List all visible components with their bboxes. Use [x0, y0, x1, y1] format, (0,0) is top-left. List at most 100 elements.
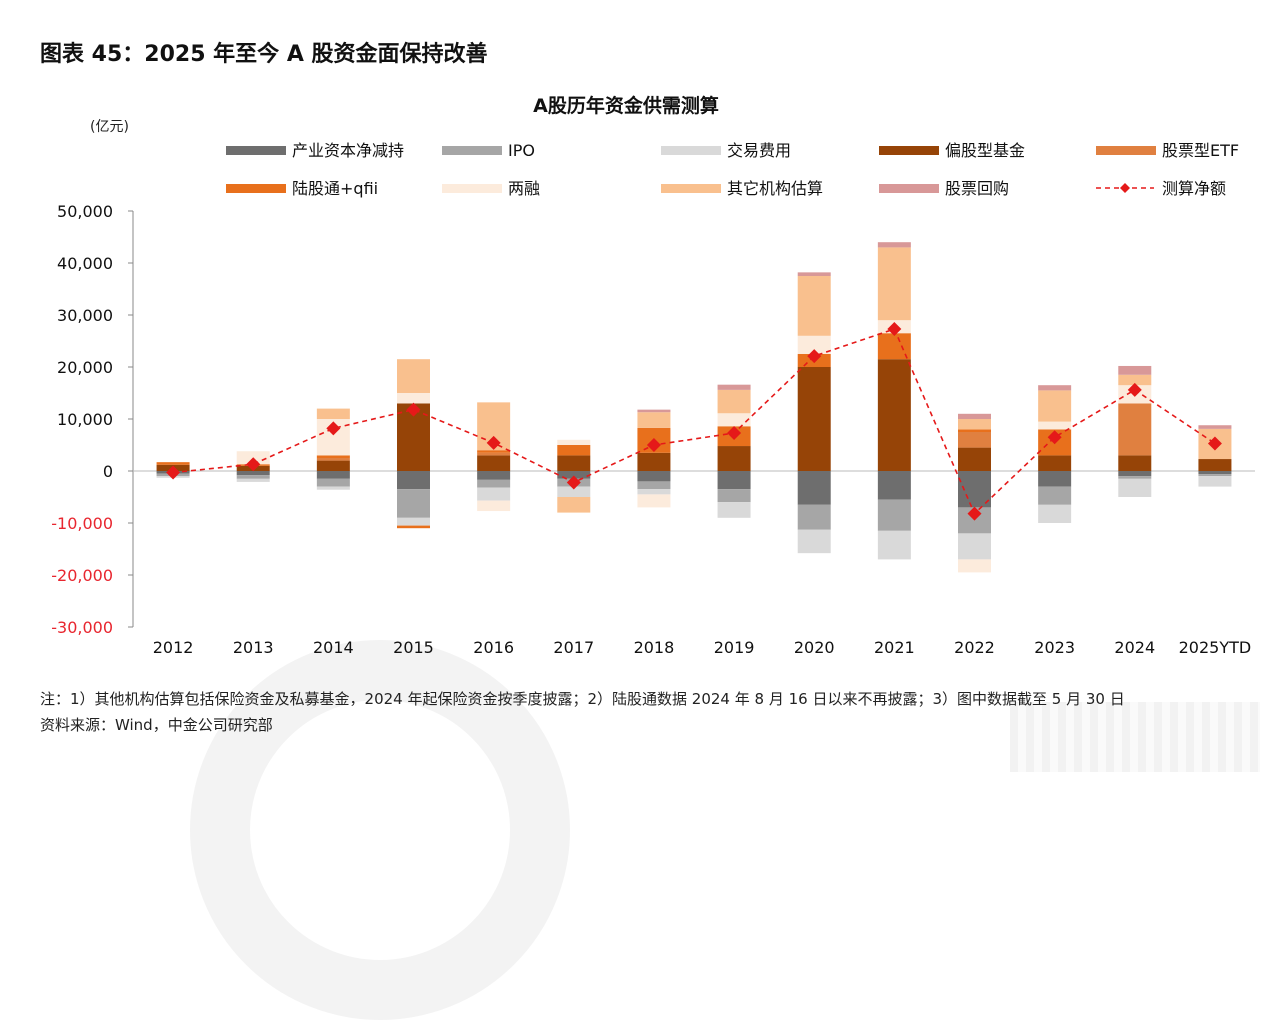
legend-swatch: [661, 146, 721, 155]
source-line: 资料来源：Wind，中金公司研究部: [40, 716, 273, 734]
bar-segment: [877, 499, 911, 531]
net-point: [1047, 430, 1062, 445]
bar-segment: [637, 494, 671, 508]
legend-swatch: [442, 184, 502, 193]
bar-segment: [1198, 459, 1232, 471]
legend-swatch: [879, 146, 939, 155]
bar-segment: [477, 487, 511, 501]
bar-segment: [637, 452, 671, 471]
legend-swatch: [442, 146, 502, 155]
bar-segment: [557, 455, 591, 471]
bar-segment: [477, 450, 511, 453]
y-tick-label: 20,000: [57, 358, 113, 377]
legend-swatch: [1096, 146, 1156, 155]
unit-label: (亿元): [90, 119, 129, 135]
bar-segment: [717, 471, 751, 490]
bar-segment: [557, 471, 591, 479]
bar-segment: [236, 478, 270, 482]
bar-segment: [316, 458, 350, 461]
x-tick-label: 2014: [313, 638, 354, 657]
bar-segment: [717, 502, 751, 518]
bar-segment: [797, 471, 831, 505]
bar-segment: [397, 517, 430, 526]
bar-segment: [1118, 476, 1152, 479]
bar-segment: [637, 409, 671, 413]
net-point: [246, 457, 261, 472]
bar-segment: [1118, 471, 1152, 477]
bar-segment: [1198, 471, 1232, 475]
bar-segment: [958, 429, 991, 432]
x-tick-label: 2013: [233, 638, 274, 657]
legend-label: 股票型ETF: [1162, 141, 1239, 160]
net-point: [566, 475, 581, 490]
bar-segment: [156, 462, 190, 465]
x-tick-label: 2024: [1114, 638, 1155, 657]
bar-segment: [877, 530, 911, 560]
bar-segment: [316, 471, 350, 479]
legend-swatch: [661, 184, 721, 193]
bar-segment: [958, 447, 991, 471]
x-tick-label: 2022: [954, 638, 995, 657]
legend-label: 产业资本净减持: [292, 141, 404, 160]
y-tick-label: -20,000: [51, 566, 113, 585]
legend-swatch: [879, 184, 939, 193]
legend-swatch: [226, 184, 286, 193]
y-tick-label: 40,000: [57, 254, 113, 273]
bar-segment: [637, 481, 671, 490]
bar-segment: [797, 276, 831, 336]
legend-label: IPO: [508, 141, 535, 160]
bar-segment: [397, 471, 430, 490]
legend-label: 两融: [508, 179, 540, 198]
bar-segment: [797, 335, 831, 354]
net-point: [887, 322, 902, 337]
net-line: [172, 328, 1216, 516]
footnote: 注：1）其他机构估算包括保险资金及私募基金，2024 年起保险资金按季度披露；2…: [40, 690, 1125, 708]
bar-segment: [1198, 474, 1232, 477]
bar-segment: [316, 486, 350, 490]
legend-swatch: [1120, 183, 1130, 193]
bar-segment: [557, 497, 591, 513]
bar-segment: [1038, 486, 1072, 505]
bar-segment: [1038, 421, 1072, 430]
x-tick-label: 2019: [714, 638, 755, 657]
bar-segment: [316, 478, 350, 487]
bar-segment: [557, 486, 591, 497]
chart: A股历年资金供需测算 -30,000 -20,000 -10,000 0 10,000 20…: [51, 94, 1255, 657]
net-point: [727, 426, 742, 441]
bar-segment: [958, 533, 991, 560]
bar-segment: [1118, 374, 1152, 386]
bar-segment: [397, 489, 430, 518]
y-tick-label: 10,000: [57, 410, 113, 429]
net-point: [166, 465, 181, 480]
x-tick-label: 2020: [794, 638, 835, 657]
net-point: [646, 438, 661, 452]
legend-label: 测算净额: [1162, 179, 1226, 198]
bar-segment: [1118, 478, 1152, 497]
bar-segment: [397, 525, 430, 529]
x-tick-label: 2025YTD: [1179, 638, 1252, 657]
bar-segment: [316, 455, 350, 458]
bar-segment: [1118, 455, 1152, 471]
bar-segment: [316, 460, 350, 471]
net-point: [1207, 436, 1222, 451]
bar-segment: [557, 439, 591, 445]
bar-segment: [637, 412, 671, 428]
bar-segment: [1118, 403, 1152, 456]
x-tick-label: 2021: [874, 638, 915, 657]
bar-segment: [236, 475, 270, 479]
bar-segment: [557, 445, 591, 456]
x-tick-label: 2017: [553, 638, 594, 657]
bar-segment: [717, 389, 751, 414]
bar-segment: [958, 432, 991, 448]
bar-segment: [637, 489, 671, 495]
bar-segment: [717, 489, 751, 503]
y-tick-label: 0: [103, 462, 113, 481]
bar-segment: [958, 419, 991, 430]
watermark: [1010, 702, 1260, 772]
net-point: [486, 435, 501, 450]
bar-segment: [1038, 385, 1072, 391]
bar-segment: [877, 471, 911, 500]
bar-segment: [477, 452, 511, 456]
bar-segment: [877, 247, 911, 321]
legend-label: 交易费用: [727, 141, 791, 160]
